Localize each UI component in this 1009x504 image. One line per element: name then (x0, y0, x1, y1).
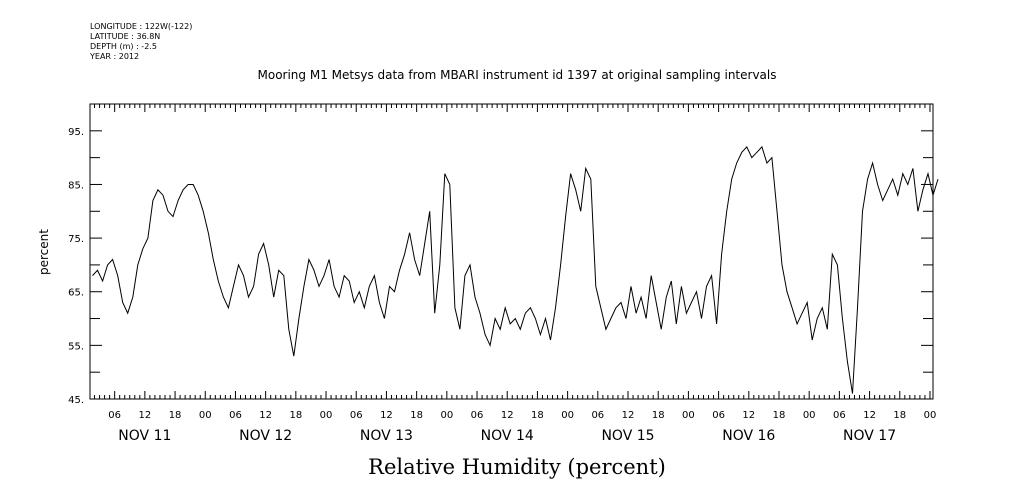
x-day-label: NOV 13 (360, 428, 413, 444)
axis-ticks (90, 103, 933, 400)
x-tick-label: 00 (561, 410, 574, 421)
y-tick-label: 95. (68, 127, 84, 138)
x-day-label: NOV 17 (843, 428, 896, 444)
y-tick-label: 45. (68, 395, 84, 406)
chart-title: Mooring M1 Metsys data from MBARI instru… (257, 68, 777, 82)
latitude-text: LATITUDE : 36.8N (90, 32, 161, 41)
x-tick-label: 06 (833, 410, 846, 421)
x-tick-label: 18 (773, 410, 786, 421)
x-tick-label: 06 (350, 410, 363, 421)
x-tick-label: 12 (501, 410, 514, 421)
longitude-text: LONGITUDE : 122W(-122) (90, 22, 193, 31)
y-tick-label: 85. (68, 180, 84, 191)
x-tick-label: 12 (742, 410, 755, 421)
x-tick-label: 06 (591, 410, 604, 421)
x-tick-label: 12 (259, 410, 272, 421)
x-tick-label: 18 (893, 410, 906, 421)
x-tick-label: 06 (471, 410, 484, 421)
x-tick-label: 06 (712, 410, 725, 421)
depth-text: DEPTH (m) : -2.5 (90, 42, 157, 51)
humidity-series-line (92, 145, 939, 394)
x-tick-label: 06 (229, 410, 242, 421)
x-tick-label: 18 (410, 410, 423, 421)
y-tick-label: 65. (68, 288, 84, 299)
x-tick-label: 12 (622, 410, 635, 421)
x-tick-label: 00 (320, 410, 333, 421)
y-tick-label: 55. (68, 341, 84, 352)
x-tick-label: 12 (863, 410, 876, 421)
x-tick-label: 18 (169, 410, 182, 421)
x-tick-label: 00 (682, 410, 695, 421)
x-tick-label: 00 (803, 410, 816, 421)
axis-tick-labels: 06 12 18 00 06 12 18 00 06 12 18 00 06 12 18 00 06 12 18 00… (68, 127, 936, 444)
x-axis-label: Relative Humidity (percent) (368, 455, 666, 479)
x-tick-label: 18 (652, 410, 665, 421)
x-tick-label: 00 (924, 410, 937, 421)
x-day-label: NOV 11 (118, 428, 171, 444)
x-day-label: NOV 15 (601, 428, 654, 444)
x-tick-label: 06 (108, 410, 121, 421)
x-tick-label: 00 (199, 410, 212, 421)
x-tick-label: 12 (380, 410, 393, 421)
x-tick-label: 18 (289, 410, 302, 421)
x-day-label: NOV 16 (722, 428, 775, 444)
year-text: YEAR : 2012 (90, 52, 140, 61)
y-axis-label: percent (37, 229, 51, 275)
x-tick-label: 12 (138, 410, 151, 421)
plot-frame (89, 103, 934, 400)
metadata-block: LONGITUDE : 122W(-122) LATITUDE : 36.8N … (90, 22, 192, 62)
x-day-label: NOV 14 (481, 428, 534, 444)
x-tick-label: 18 (531, 410, 544, 421)
x-day-label: NOV 12 (239, 428, 292, 444)
x-tick-label: 00 (440, 410, 453, 421)
y-tick-label: 75. (68, 234, 84, 245)
